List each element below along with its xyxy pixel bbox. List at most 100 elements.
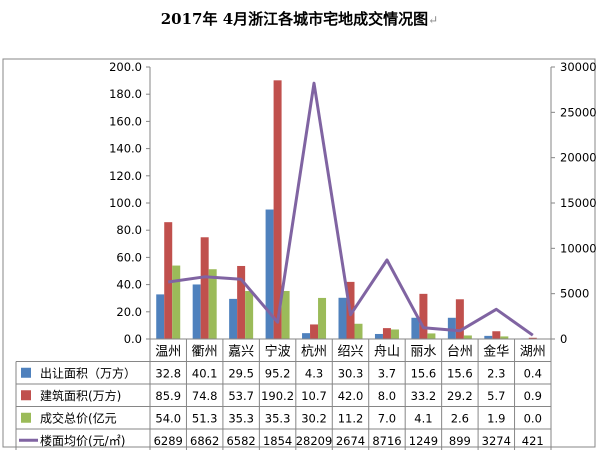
bar-1	[156, 294, 165, 339]
data-cell: 95.2	[265, 366, 291, 380]
bar-1	[447, 317, 456, 339]
legend-label-3: 成交总价(亿元	[40, 410, 117, 425]
chart-frame	[2, 58, 596, 448]
bar-3	[208, 269, 217, 339]
data-cell: 6582	[226, 434, 255, 448]
left-axis-tick-label: 140.0	[109, 142, 142, 156]
right-axis-tick-label: 0	[560, 332, 567, 346]
left-axis-tick-label: 200.0	[109, 60, 142, 74]
category-label: 嘉兴	[228, 344, 254, 359]
bar-3	[281, 290, 290, 339]
bar-3	[354, 323, 363, 339]
data-cell: 190.2	[261, 389, 294, 403]
left-axis-tick-label: 20.0	[116, 305, 142, 319]
bar-2	[273, 80, 282, 339]
data-cell: 7.0	[378, 411, 396, 425]
bar-1	[484, 335, 493, 339]
category-label: 宁波	[265, 343, 291, 359]
data-cell: 421	[522, 434, 544, 448]
left-axis-tick-label: 60.0	[116, 250, 142, 264]
category-label: 绍兴	[337, 344, 363, 359]
data-cell: 4.3	[305, 366, 323, 380]
bar-1	[338, 297, 347, 339]
bar-1	[302, 333, 311, 339]
data-cell: 3.7	[378, 366, 396, 380]
right-axis-tick-label: 25000	[560, 105, 597, 119]
category-label: 衢州	[192, 344, 218, 359]
data-cell: 28209	[296, 434, 333, 448]
bar-1	[265, 209, 274, 339]
right-axis-tick-label: 10000	[560, 241, 597, 255]
left-axis-tick-label: 0.0	[124, 332, 142, 346]
category-label: 台州	[447, 344, 473, 359]
bar-2	[310, 324, 319, 339]
chart-title: 2017年 4月浙江各城市宅地成交情况图↵	[160, 10, 439, 28]
category-label: 金华	[483, 343, 509, 359]
left-axis-tick-label: 100.0	[109, 196, 142, 210]
left-axis-tick-label: 120.0	[109, 169, 142, 183]
data-cell: 35.3	[265, 411, 291, 425]
category-label: 舟山	[374, 344, 400, 359]
legend-label-2: 建筑面积(万方)	[40, 388, 121, 403]
bar-3	[390, 329, 399, 339]
data-cell: 1249	[409, 434, 438, 448]
bar-1	[374, 333, 383, 339]
category-label: 湖州	[520, 344, 546, 359]
bar-3	[427, 333, 436, 339]
data-cell: 42.0	[338, 389, 364, 403]
data-cell: 2674	[336, 434, 365, 448]
legend-label-1: 出让面积（万方）	[40, 365, 136, 380]
data-cell: 85.9	[155, 389, 181, 403]
data-cell: 1854	[263, 434, 292, 448]
left-axis-tick-label: 160.0	[109, 114, 142, 128]
data-cell: 29.2	[447, 389, 473, 403]
bar-3	[500, 336, 509, 339]
bar-2	[492, 331, 501, 339]
category-label: 杭州	[301, 344, 327, 359]
data-cell: 29.5	[228, 366, 254, 380]
legend-label-4: 楼面均价(元/㎡)	[40, 433, 125, 448]
bar-1	[192, 284, 201, 339]
data-cell: 32.8	[155, 366, 181, 380]
left-axis-tick-label: 40.0	[116, 278, 142, 292]
bar-1	[229, 298, 238, 339]
data-cell: 33.2	[411, 389, 437, 403]
bar-3	[318, 297, 327, 339]
data-cell: 15.6	[447, 366, 473, 380]
data-cell: 2.6	[451, 411, 469, 425]
data-cell: 10.7	[301, 389, 327, 403]
data-cell: 0.4	[524, 366, 542, 380]
data-cell: 899	[449, 434, 471, 448]
bar-3	[245, 290, 254, 339]
data-cell: 53.7	[228, 389, 254, 403]
bar-2	[419, 293, 428, 339]
data-cell: 8716	[372, 434, 401, 448]
legend-key-3	[21, 412, 31, 423]
data-cell: 8.0	[378, 389, 396, 403]
bar-2	[382, 328, 391, 339]
right-axis-tick-label: 30000	[560, 60, 597, 74]
data-cell: 6289	[154, 434, 183, 448]
right-axis-tick-label: 20000	[560, 151, 597, 165]
data-cell: 6862	[190, 434, 219, 448]
bar-2	[528, 337, 537, 339]
data-cell: 74.8	[192, 389, 218, 403]
data-cell: 54.0	[155, 411, 181, 425]
category-label: 温州	[155, 344, 181, 359]
legend-key-2	[21, 390, 31, 401]
data-cell: 4.1	[414, 411, 432, 425]
right-axis-tick-label: 15000	[560, 196, 597, 210]
data-cell: 11.2	[338, 411, 364, 425]
right-axis-tick-label: 5000	[560, 287, 589, 301]
left-axis-tick-label: 180.0	[109, 87, 142, 101]
bar-2	[455, 299, 464, 339]
data-cell: 51.3	[192, 411, 218, 425]
bar-3	[463, 335, 472, 339]
data-cell: 30.2	[301, 411, 327, 425]
bar-2	[237, 265, 246, 339]
left-axis-tick-label: 80.0	[116, 223, 142, 237]
data-cell: 2.3	[487, 366, 505, 380]
data-cell: 35.3	[228, 411, 254, 425]
